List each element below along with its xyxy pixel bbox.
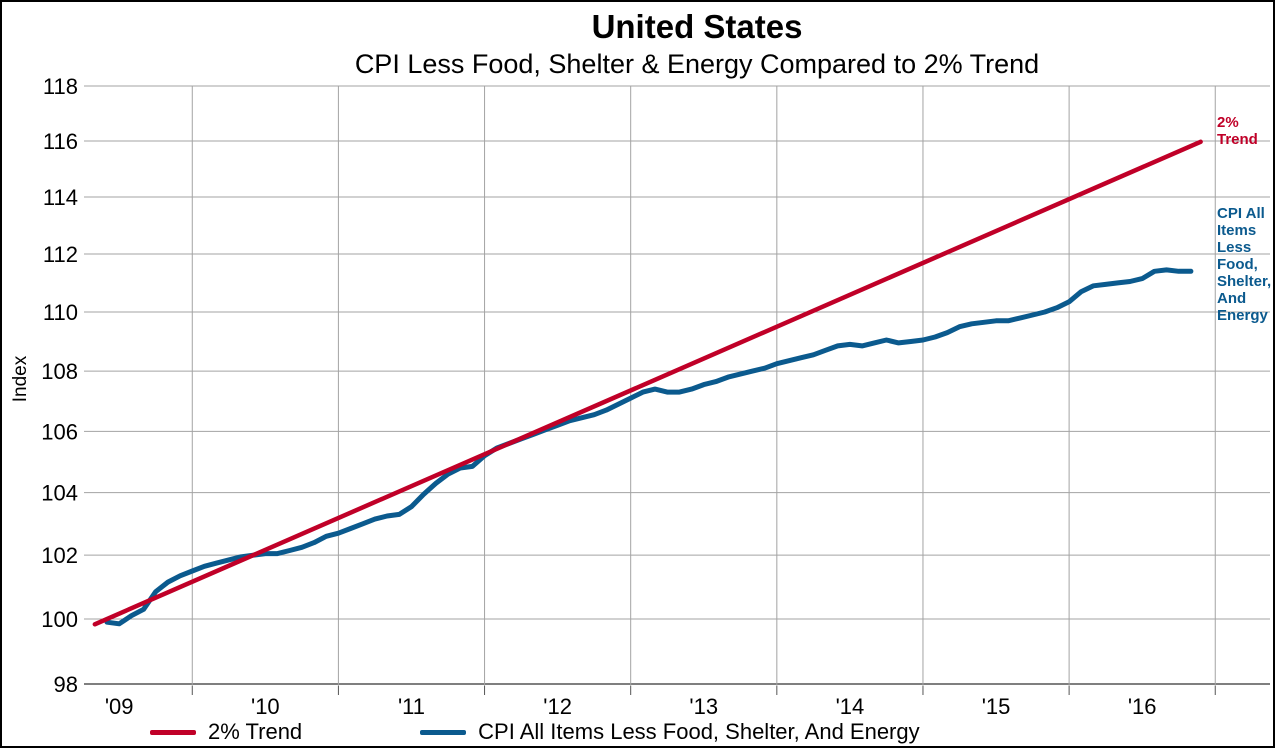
- trend-line: [92, 139, 1203, 627]
- y-tick-label: 106: [41, 419, 78, 444]
- cpi-series-line: [104, 267, 1194, 627]
- legend-item-trend: 2% Trend: [150, 719, 302, 745]
- y-axis-title: Index: [10, 355, 31, 403]
- legend-label-trend: 2% Trend: [208, 719, 303, 744]
- legend-item-cpi: CPI All Items Less Food, Shelter, And En…: [420, 719, 920, 745]
- legend: 2% Trend CPI All Items Less Food, Shelte…: [150, 719, 920, 745]
- y-tick-label: 118: [43, 74, 78, 99]
- annotation-line: Trend: [1217, 131, 1258, 148]
- x-tick-label: '16: [1128, 694, 1157, 719]
- y-tick-label: 104: [41, 481, 78, 506]
- annotation-line: Energy: [1217, 307, 1268, 324]
- x-tick-label: '09: [105, 694, 134, 719]
- annotation-line: And: [1217, 290, 1247, 307]
- x-tick-label: '14: [836, 694, 865, 719]
- y-tick-label: 98: [54, 672, 78, 697]
- annotation-line: Food,: [1217, 256, 1258, 273]
- trend-line-swatch: [150, 729, 196, 735]
- x-tick-label: '15: [982, 694, 1011, 719]
- cpi-line-swatch: [420, 729, 467, 735]
- y-tick-label: 102: [41, 543, 78, 568]
- y-tick-label: 100: [41, 607, 78, 632]
- trend-line-annotation: 2% Trend: [1217, 114, 1258, 148]
- legend-label-cpi: CPI All Items Less Food, Shelter, And En…: [478, 719, 920, 744]
- annotation-line: CPI All: [1217, 205, 1265, 222]
- annotation-line: Items: [1217, 222, 1257, 239]
- annotation-line: Less: [1217, 239, 1252, 256]
- cpi-line-annotation: CPI All Items Less Food, Shelter, And Energy: [1217, 205, 1271, 324]
- y-tick-label: 108: [41, 359, 78, 384]
- x-tick-label: '12: [543, 694, 572, 719]
- y-tick-label: 112: [43, 242, 78, 267]
- x-tick-label: '13: [689, 694, 718, 719]
- y-tick-label: 116: [43, 129, 78, 154]
- y-tick-label: 114: [43, 185, 78, 210]
- x-tick-label: '11: [398, 694, 425, 719]
- annotation-line: 2%: [1217, 114, 1239, 131]
- x-tick-label: '10: [251, 694, 280, 719]
- y-tick-label: 110: [43, 300, 78, 325]
- annotation-line: Shelter,: [1217, 273, 1272, 290]
